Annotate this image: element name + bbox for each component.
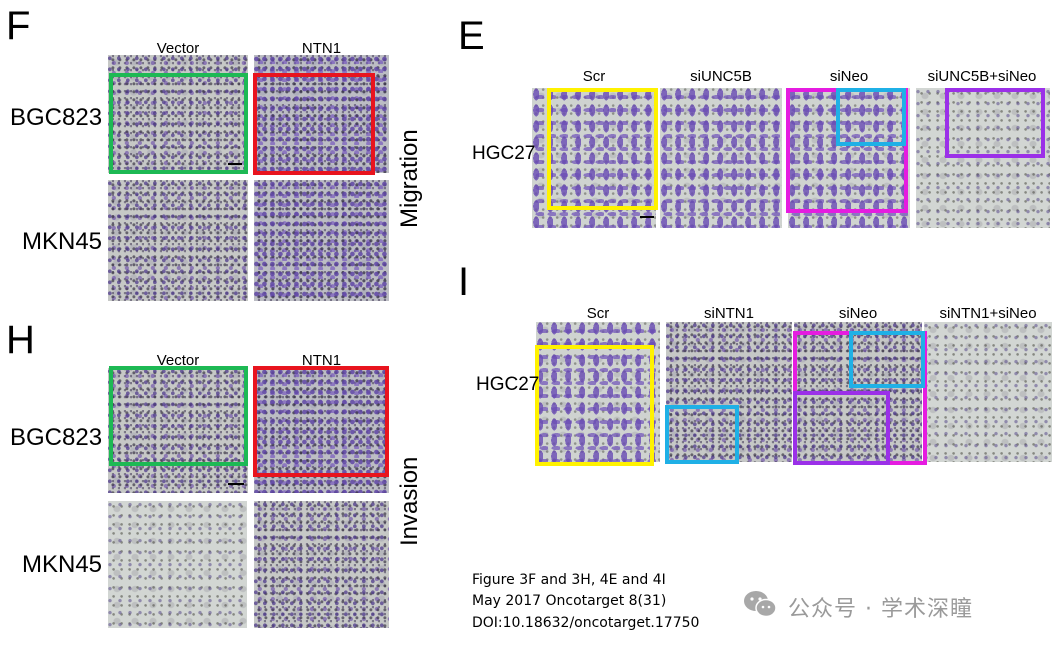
- side-label-invasion: Invasion: [396, 456, 423, 546]
- micrograph-h-bgc823-vector: [108, 368, 248, 493]
- micrograph-e-siunc5b: [660, 88, 782, 228]
- caption-line-3: DOI:10.18632/oncotarget.17750: [472, 615, 700, 631]
- scale-bar: [228, 163, 242, 165]
- highlight-box-red: [253, 366, 389, 477]
- scale-bar: [228, 483, 244, 485]
- col-label-vector: Vector: [156, 352, 200, 369]
- caption-line-1: Figure 3F and 3H, 4E and 4I: [472, 572, 666, 588]
- highlight-box-cyan: [849, 331, 925, 388]
- col-label-siunc5b: siUNC5B: [690, 68, 752, 85]
- highlight-box-purple: [945, 88, 1045, 158]
- row-label-hgc27: HGC27: [476, 374, 540, 395]
- panel-letter-f: F: [6, 4, 31, 48]
- row-label-bgc823: BGC823: [10, 104, 103, 131]
- col-label-siunc5b-sineo: siUNC5B+siNeo: [927, 68, 1037, 85]
- highlight-box-green: [109, 366, 248, 466]
- col-label-sineo: siNeo: [829, 68, 869, 85]
- row-label-mkn45: MKN45: [22, 228, 103, 255]
- col-label-scr: Scr: [586, 305, 610, 322]
- scale-bar: [640, 216, 654, 218]
- micrograph-i-sintn1-sineo: [924, 322, 1052, 462]
- highlight-box-cyan: [836, 88, 906, 146]
- panel-letter-h: H: [6, 318, 35, 362]
- micrograph-i-sintn1: [666, 322, 792, 462]
- side-label-migration: Migration: [396, 129, 423, 228]
- row-label-bgc823: BGC823: [10, 424, 103, 451]
- highlight-box-red: [253, 73, 375, 175]
- highlight-box-yellow: [535, 345, 654, 466]
- col-label-scr: Scr: [582, 68, 606, 85]
- row-label-hgc27: HGC27: [472, 143, 536, 164]
- micrograph-e-siunc5b-sineo: [916, 88, 1050, 228]
- micrograph-h-bgc823-ntn1: [254, 368, 389, 493]
- watermark-text: 公众号 · 学术深瞳: [788, 597, 973, 622]
- col-label-ntn1: NTN1: [301, 352, 342, 369]
- micrograph-h-mkn45-ntn1: [254, 501, 389, 628]
- micrograph-h-mkn45-vector: [108, 501, 247, 628]
- highlight-box-green: [109, 73, 248, 174]
- highlight-box-cyan: [665, 405, 739, 464]
- caption-line-2: May 2017 Oncotarget 8(31): [472, 593, 667, 609]
- col-label-vector: Vector: [156, 40, 200, 57]
- micrograph-e-sineo: [788, 88, 910, 228]
- panel-letter-e: E: [458, 14, 485, 58]
- highlight-box-yellow: [547, 88, 658, 210]
- col-label-sintn1: siNTN1: [703, 305, 754, 322]
- col-label-sineo: siNeo: [838, 305, 878, 322]
- col-label-sintn1-sineo: siNTN1+siNeo: [939, 305, 1037, 322]
- row-label-mkn45: MKN45: [22, 551, 103, 578]
- highlight-box-purple: [793, 391, 890, 465]
- micrograph-e-scr: [532, 88, 656, 228]
- micrograph-f-mkn45-ntn1: [254, 180, 389, 301]
- col-label-ntn1: NTN1: [301, 40, 342, 57]
- wechat-icon: [744, 591, 777, 618]
- panel-letter-i: I: [458, 260, 470, 304]
- micrograph-f-mkn45-vector: [108, 180, 248, 301]
